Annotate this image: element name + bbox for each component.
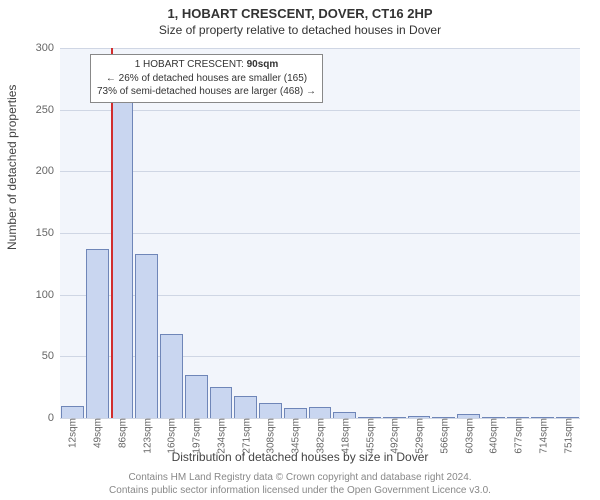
annotation-value: 90sqm [247,59,279,70]
annotation-box: 1 HOBART CRESCENT: 90sqm ← 26% of detach… [90,54,323,103]
y-tick-label: 50 [42,350,60,362]
bar [234,396,257,418]
bar [160,334,183,418]
plot-area: 050100150200250300 12sqm49sqm86sqm123sqm… [60,48,580,418]
bar [86,249,109,418]
bar [135,254,158,418]
x-tick-label: 271sqm [239,418,252,454]
bar [284,408,307,418]
x-tick-label: 492sqm [388,418,401,454]
chart-container: 1, HOBART CRESCENT, DOVER, CT16 2HP Size… [0,0,600,500]
y-tick-label: 150 [36,227,60,239]
annotation-prefix: 1 HOBART CRESCENT: [135,59,247,70]
bars-layer [60,48,580,418]
x-tick-label: 160sqm [165,418,178,454]
x-tick-label: 566sqm [437,418,450,454]
y-axis-label: Number of detached properties [5,85,19,250]
footer: Contains HM Land Registry data © Crown c… [0,471,600,497]
bar [259,403,282,418]
x-tick-label: 12sqm [66,418,79,448]
y-tick-label: 0 [48,412,60,424]
x-tick-label: 123sqm [140,418,153,454]
x-tick-label: 529sqm [413,418,426,454]
x-tick-label: 234sqm [214,418,227,454]
y-tick-label: 300 [36,42,60,54]
annotation-line-2: ← 26% of detached houses are smaller (16… [97,72,316,86]
bar [61,406,84,418]
x-tick-label: 86sqm [115,418,128,448]
x-tick-label: 714sqm [536,418,549,454]
subtitle: Size of property relative to detached ho… [0,21,600,37]
x-tick-label: 640sqm [487,418,500,454]
bar [111,79,134,418]
x-tick-label: 308sqm [264,418,277,454]
x-tick-label: 345sqm [289,418,302,454]
x-tick-label: 603sqm [462,418,475,454]
y-tick-label: 100 [36,289,60,301]
bar [185,375,208,418]
x-tick-label: 751sqm [561,418,574,454]
marker-line [111,48,113,418]
x-tick-label: 677sqm [512,418,525,454]
x-tick-label: 418sqm [338,418,351,454]
y-tick-label: 200 [36,165,60,177]
annotation-line-1: 1 HOBART CRESCENT: 90sqm [97,58,316,72]
x-tick-label: 49sqm [91,418,104,448]
x-tick-label: 455sqm [363,418,376,454]
x-axis-label: Distribution of detached houses by size … [0,450,600,464]
x-tick-label: 197sqm [190,418,203,454]
x-tick-label: 382sqm [314,418,327,454]
page-title: 1, HOBART CRESCENT, DOVER, CT16 2HP [0,0,600,21]
footer-line-1: Contains HM Land Registry data © Crown c… [0,471,600,484]
annotation-line-3: 73% of semi-detached houses are larger (… [97,85,316,99]
footer-line-2: Contains public sector information licen… [0,484,600,497]
bar [309,407,332,418]
bar [210,387,233,418]
y-tick-label: 250 [36,104,60,116]
